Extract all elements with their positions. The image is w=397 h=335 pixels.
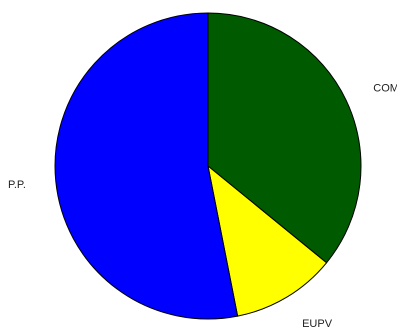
pie-slice-eupv [207,164,328,317]
pie-label-p-p: P.P. [8,179,26,191]
pie-labels: COMP EUPV P.P. [8,83,397,330]
pie-label-comp: COMP [373,83,397,95]
pie-slices [54,12,362,320]
pie-label-eupv: EUPV [302,318,333,330]
pie-slice-p-p [54,12,239,320]
pie-slice-comp [207,12,362,264]
